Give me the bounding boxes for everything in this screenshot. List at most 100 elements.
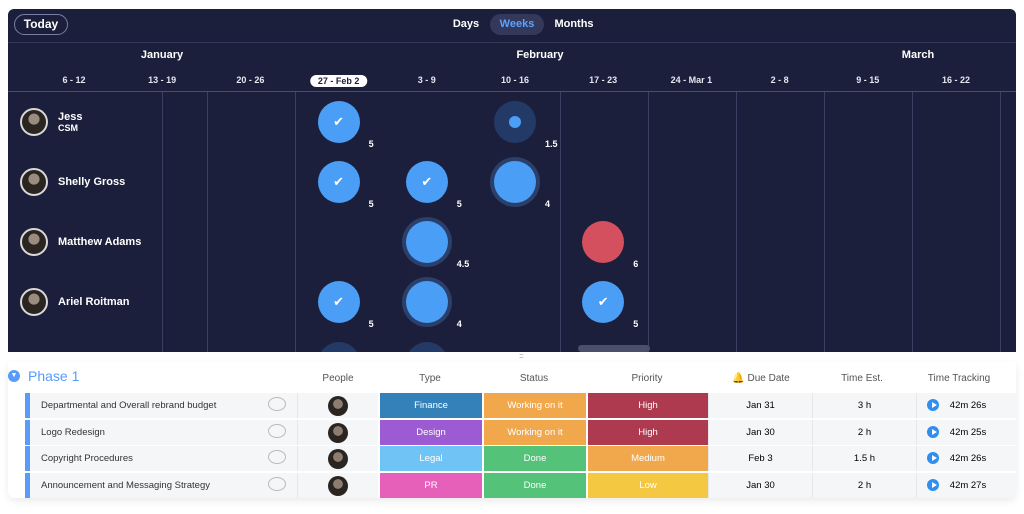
month-label: February	[516, 49, 564, 61]
workload-dot-prog[interactable]	[405, 221, 448, 263]
play-icon[interactable]	[927, 425, 939, 438]
person-row[interactable]: Jess CSM	[20, 107, 82, 137]
est-cell[interactable]: 2 h	[812, 419, 916, 445]
column-label: Time Est.	[841, 373, 883, 384]
view-months[interactable]: Months	[554, 18, 594, 30]
workload-dot-small[interactable]	[494, 101, 536, 143]
comment-icon[interactable]	[268, 476, 286, 491]
status-cell[interactable]: Working on it	[482, 393, 586, 418]
track-value: 42m 25s	[949, 426, 987, 438]
column-label: Priority	[631, 373, 663, 384]
est-cell[interactable]: 1.5 h	[812, 446, 916, 471]
today-button[interactable]: Today	[14, 14, 68, 35]
status-cell[interactable]: Done	[482, 472, 586, 498]
person-row[interactable]: Matthew Adams	[20, 227, 141, 257]
column-header[interactable]: Time Est.	[841, 373, 883, 384]
est-value: 1.5 h	[853, 453, 876, 464]
est-cell[interactable]: 2 h	[812, 472, 916, 498]
view-days[interactable]: Days	[452, 18, 480, 30]
play-icon[interactable]	[927, 452, 939, 464]
people-cell[interactable]	[297, 419, 395, 445]
est-cell[interactable]: 3 h	[812, 393, 916, 418]
workload-dot-prog[interactable]	[405, 281, 448, 323]
workload-value: 4	[456, 319, 462, 329]
workload-value: 5	[368, 199, 374, 209]
workload-dot-done[interactable]: ✔	[317, 161, 360, 203]
week-label: 10 - 16	[500, 75, 530, 85]
resize-handle-icon[interactable]: ::::	[519, 353, 524, 360]
track-cell[interactable]: 42m 26s	[916, 393, 999, 418]
column-header[interactable]: Priority	[631, 373, 662, 384]
due-cell[interactable]: Jan 31	[708, 393, 812, 418]
play-icon[interactable]	[927, 478, 939, 491]
comment-icon[interactable]	[268, 423, 286, 438]
track-cell[interactable]: 42m 27s	[916, 472, 999, 498]
status-cell[interactable]: Working on it	[482, 419, 586, 445]
type-cell[interactable]: Design	[378, 419, 482, 445]
track-cell[interactable]: 42m 25s	[916, 419, 999, 445]
group-color-bar	[25, 419, 30, 445]
person-row[interactable]: Ariel Roitman	[20, 287, 130, 317]
table-row[interactable]: Logo Redesign Design Working on it High Jan …	[25, 419, 1016, 445]
column-label: Type	[419, 373, 441, 384]
due-cell[interactable]: Feb 3	[708, 446, 812, 471]
column-header[interactable]: 🔔 Due Date	[732, 373, 789, 384]
column-header[interactable]: Time Tracking	[928, 373, 990, 384]
play-icon[interactable]	[927, 399, 939, 411]
status-value: Working on it	[507, 426, 563, 438]
item-name[interactable]: Departmental and Overall rebrand budget	[41, 400, 217, 411]
due-cell[interactable]: Jan 30	[708, 472, 812, 498]
type-cell[interactable]: Finance	[378, 393, 482, 418]
people-cell[interactable]	[297, 472, 395, 498]
table-row[interactable]: Departmental and Overall rebrand budget F…	[25, 393, 1016, 418]
table-row[interactable]: Announcement and Messaging Strategy PR Don…	[25, 472, 1016, 498]
priority-cell[interactable]: High	[586, 419, 708, 445]
check-icon: ✔	[333, 114, 345, 129]
due-value: Jan 31	[746, 400, 775, 411]
priority-value: Medium	[631, 453, 665, 464]
table-row[interactable]: Copyright Procedures Legal Done Medium Feb 3…	[25, 446, 1016, 471]
person-name: Ariel Roitman	[58, 296, 130, 308]
column-header[interactable]: People	[322, 373, 353, 384]
column-header[interactable]: Status	[520, 373, 548, 384]
priority-cell[interactable]: Low	[586, 472, 708, 498]
workload-dot-done[interactable]: ✔	[405, 161, 448, 203]
check-icon: ✔	[333, 294, 345, 309]
workload-dot[interactable]	[317, 342, 360, 352]
view-weeks[interactable]: Weeks	[490, 14, 544, 35]
status-value: Done	[523, 479, 547, 491]
group-header[interactable]: ▼ Phase 1	[8, 368, 79, 384]
workload-dot-stuck[interactable]	[582, 221, 625, 263]
column-header[interactable]: Type	[419, 373, 441, 384]
item-name[interactable]: Copyright Procedures	[41, 453, 133, 464]
people-cell[interactable]	[297, 446, 395, 471]
collapse-icon[interactable]: ▼	[8, 370, 20, 382]
check-icon: ✔	[421, 174, 433, 189]
item-name[interactable]: Announcement and Messaging Strategy	[41, 479, 210, 491]
type-cell[interactable]: PR	[378, 472, 482, 498]
workload-dot-done[interactable]: ✔	[317, 281, 360, 323]
type-value: Legal	[419, 453, 443, 464]
week-label: 16 - 22	[941, 75, 971, 85]
board: ▼ Phase 1 People Type Status Priority 🔔 Due …	[8, 362, 1016, 498]
workload-dot-done[interactable]: ✔	[317, 101, 360, 143]
status-cell[interactable]: Done	[482, 446, 586, 471]
due-cell[interactable]: Jan 30	[708, 419, 812, 445]
comment-icon[interactable]	[268, 397, 286, 411]
workload-value: 5	[456, 199, 462, 209]
grid-line	[560, 92, 561, 352]
track-cell[interactable]: 42m 26s	[916, 446, 999, 471]
person-row[interactable]: Shelly Gross	[20, 167, 125, 197]
priority-cell[interactable]: High	[586, 393, 708, 418]
type-cell[interactable]: Legal	[378, 446, 482, 471]
people-cell[interactable]	[297, 393, 395, 418]
item-name[interactable]: Logo Redesign	[41, 426, 105, 438]
workload-dot[interactable]	[405, 342, 448, 352]
comment-icon[interactable]	[268, 450, 286, 464]
person-name: Jess	[58, 111, 83, 123]
status-value: Working on it	[507, 400, 563, 411]
workload-dot-prog[interactable]	[494, 161, 536, 203]
workload-dot-done[interactable]: ✔	[582, 281, 625, 323]
priority-cell[interactable]: Medium	[586, 446, 708, 471]
horizontal-scrollbar[interactable]	[578, 345, 650, 352]
